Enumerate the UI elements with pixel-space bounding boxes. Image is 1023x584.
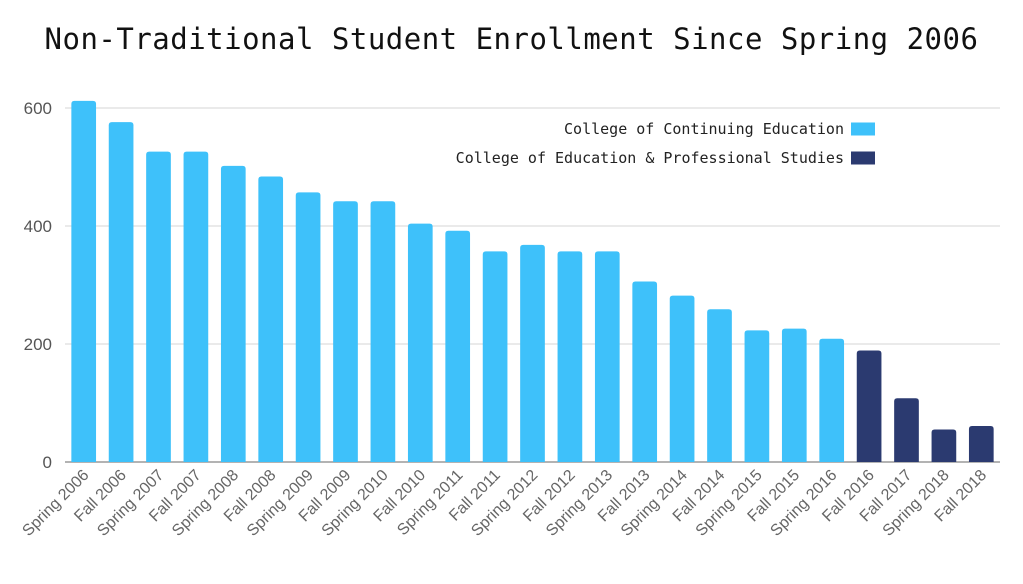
- legend: College of Continuing Education College o…: [456, 120, 875, 167]
- chart-title: Non-Traditional Student Enrollment Since…: [44, 22, 979, 56]
- legend-swatch: [851, 122, 875, 136]
- bar: [557, 251, 583, 462]
- bar: [744, 330, 770, 462]
- bar: [258, 176, 284, 462]
- bar: [968, 426, 994, 462]
- bar: [520, 244, 545, 462]
- y-tick-label: 200: [24, 335, 52, 354]
- bar: [71, 100, 97, 463]
- bar: [407, 223, 433, 462]
- bars: [71, 100, 994, 463]
- bar: [594, 251, 620, 462]
- bar: [632, 281, 658, 462]
- bar: [220, 165, 246, 462]
- bar: [295, 192, 321, 462]
- bar: [707, 309, 732, 462]
- y-tick-label: 600: [24, 99, 52, 118]
- y-tick-label: 400: [24, 217, 52, 236]
- bar: [183, 151, 209, 462]
- bar: [333, 201, 358, 462]
- y-axis-ticks: 0 200 400 600: [24, 99, 52, 472]
- bar: [781, 328, 807, 462]
- bar: [856, 350, 882, 462]
- bar: [669, 295, 695, 462]
- bar: [146, 151, 171, 462]
- legend-swatch: [851, 151, 875, 165]
- bar: [819, 338, 845, 462]
- bar: [445, 230, 471, 462]
- bar: [894, 398, 919, 462]
- bar: [482, 251, 508, 462]
- legend-label: College of Continuing Education: [564, 120, 844, 138]
- bar: [931, 429, 957, 462]
- legend-label: College of Education & Professional Stud…: [456, 149, 844, 167]
- y-tick-label: 0: [43, 453, 52, 472]
- bar: [370, 201, 396, 462]
- bar: [108, 122, 134, 462]
